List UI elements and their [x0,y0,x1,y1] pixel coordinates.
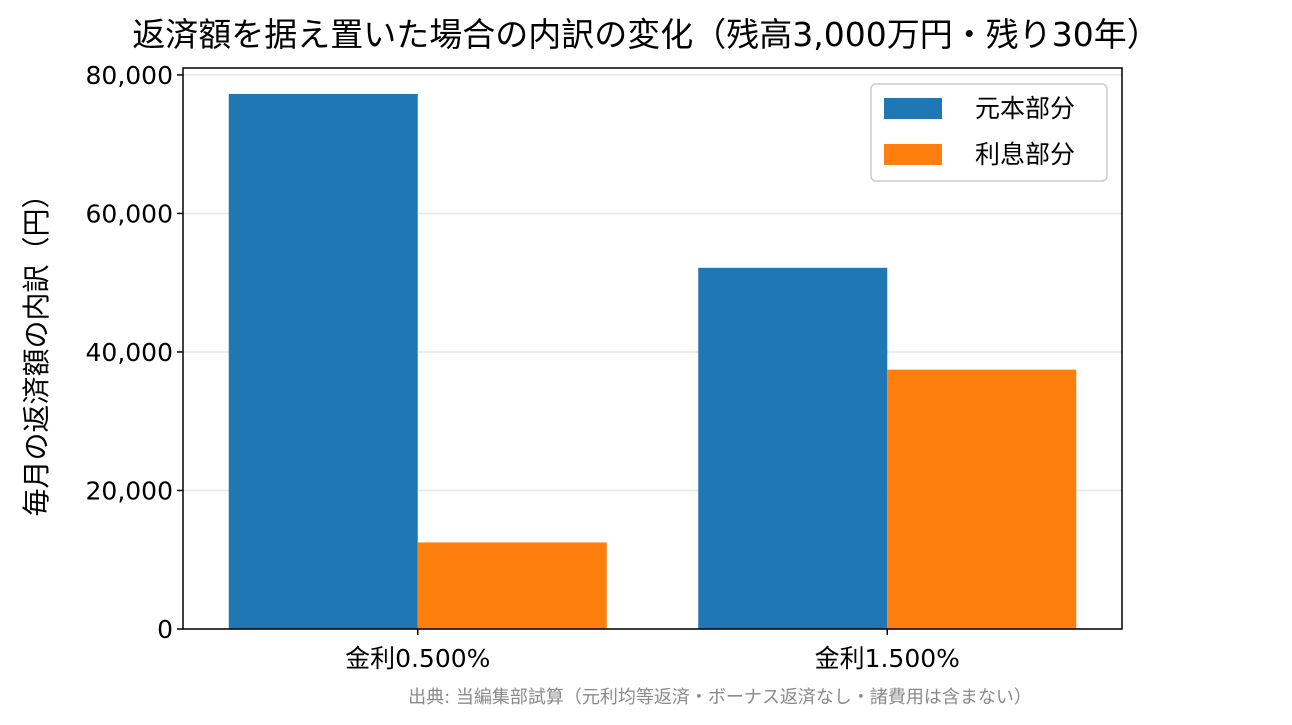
y-tick-label: 40,000 [86,338,173,367]
bar-interest [417,542,607,629]
chart-title: 返済額を据え置いた場合の内訳の変化（残高3,000万円・残り30年） [132,15,1159,54]
x-tick-label: 金利0.500% [345,644,490,673]
y-tick-label: 80,000 [86,61,173,90]
legend-label: 元本部分 [975,94,1075,123]
y-tick-label: 60,000 [86,199,173,228]
legend-label: 利息部分 [975,140,1075,169]
legend-swatch [884,144,942,165]
plot-frame [182,67,1123,630]
legend-swatch [884,98,942,119]
y-axis-label: 毎月の返済額の内訳（円） [20,180,53,516]
y-tick-label: 0 [157,615,173,644]
bar-principal [698,267,888,629]
y-axis: 0 20,000 40,000 60,000 80,000 [86,61,183,644]
bars [228,93,1077,629]
source-note: 出典: 当編集部試算（元利均等返済・ボーナス返済なし・諸費用は含まない） [408,687,1032,708]
x-axis: 金利0.500% 金利1.500% [345,629,960,673]
x-tick-label: 金利1.500% [815,644,960,673]
bar-principal [228,93,418,629]
y-tick-label: 20,000 [86,476,173,505]
bar-interest [887,369,1077,629]
